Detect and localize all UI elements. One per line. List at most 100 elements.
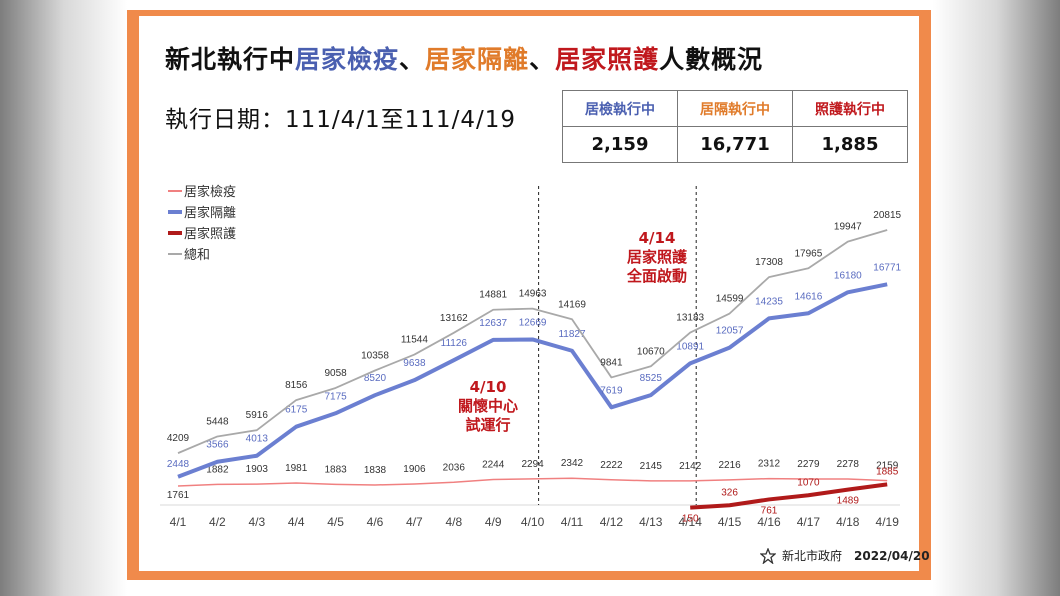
data-label: 2216 — [718, 460, 741, 471]
page-title: 新北執行中居家檢疫、居家隔離、居家照護人數概況 — [165, 40, 763, 76]
data-label: 12669 — [519, 317, 547, 328]
x-tick-label: 4/13 — [639, 515, 663, 529]
data-label: 12057 — [716, 326, 744, 337]
data-label: 2142 — [679, 461, 702, 472]
x-tick-label: 4/14 — [679, 515, 703, 529]
x-tick-label: 4/8 — [445, 515, 462, 529]
title-prefix: 新北執行中 — [165, 45, 296, 74]
x-tick-label: 4/9 — [485, 515, 502, 529]
data-label: 13162 — [440, 313, 468, 324]
data-label: 12637 — [479, 318, 507, 329]
annotation-text: 關懷中心 — [458, 397, 518, 415]
title-quarantine: 居家檢疫 — [295, 45, 400, 74]
org-name: 新北市政府 — [782, 549, 843, 563]
series-line — [177, 229, 888, 454]
data-label: 17308 — [755, 257, 783, 268]
title-separator: 、 — [529, 45, 556, 74]
data-label: 1882 — [206, 464, 229, 475]
title-separator: 、 — [399, 45, 426, 74]
data-label: 9638 — [403, 358, 426, 369]
data-label: 5448 — [206, 416, 229, 427]
annotation-text: 全面啟動 — [626, 267, 687, 285]
data-label: 9058 — [324, 368, 347, 379]
data-label: 20815 — [873, 210, 901, 221]
data-label: 2222 — [600, 460, 623, 471]
data-label: 11544 — [401, 335, 429, 346]
data-label: 14881 — [479, 290, 507, 301]
data-label: 1883 — [324, 464, 347, 475]
x-tick-label: 4/5 — [327, 515, 344, 529]
data-label: 1838 — [364, 465, 387, 476]
annotation-text: 4/10 — [470, 378, 507, 396]
data-label: 11827 — [558, 329, 586, 340]
series-line — [690, 482, 888, 510]
x-tick-label: 4/16 — [757, 515, 781, 529]
annotation-text: 4/14 — [639, 229, 676, 247]
data-label: 8520 — [364, 373, 387, 384]
data-label: 6175 — [285, 405, 308, 416]
data-label: 1981 — [285, 463, 308, 474]
data-label: 13183 — [676, 313, 704, 324]
value-quarantine: 2,159 — [562, 126, 678, 163]
data-label: 10670 — [637, 346, 665, 357]
legend-label: 總和 — [184, 247, 210, 262]
annotation-text: 試運行 — [465, 416, 510, 434]
legend-label: 居家檢疫 — [184, 184, 236, 199]
data-label: 17965 — [794, 248, 822, 259]
data-label: 14963 — [519, 289, 547, 300]
data-label: 2294 — [521, 459, 544, 470]
new-taipei-logo-icon — [760, 547, 776, 564]
data-label: 8525 — [640, 373, 663, 384]
data-label: 3566 — [206, 440, 229, 451]
data-label: 1903 — [246, 464, 269, 475]
data-label: 19947 — [834, 222, 862, 233]
x-tick-label: 4/12 — [600, 515, 624, 529]
annotation-text: 居家照護 — [627, 248, 688, 266]
x-tick-label: 4/18 — [836, 515, 860, 529]
header-care: 照護執行中 — [792, 90, 908, 127]
value-care: 1,885 — [792, 126, 908, 163]
footer: 新北市政府 2022/04/20 — [760, 547, 930, 564]
data-label: 4013 — [246, 434, 269, 445]
data-label: 14169 — [558, 299, 586, 310]
data-label: 14235 — [755, 296, 783, 307]
x-tick-label: 4/6 — [367, 515, 384, 529]
data-label: 1885 — [876, 466, 899, 477]
data-label: 2312 — [758, 459, 781, 470]
data-label: 2279 — [797, 459, 820, 470]
data-label: 16180 — [834, 270, 862, 281]
x-tick-label: 4/2 — [209, 515, 226, 529]
data-label: 1906 — [403, 464, 426, 475]
data-label: 14599 — [716, 294, 744, 305]
data-label: 10358 — [361, 350, 389, 361]
title-isolation: 居家隔離 — [425, 45, 530, 74]
legend-label: 居家照護 — [184, 226, 236, 241]
data-label: 1489 — [837, 496, 860, 507]
title-suffix: 人數概況 — [659, 45, 764, 74]
data-label: 1070 — [797, 477, 820, 488]
data-label: 2244 — [482, 460, 505, 471]
summary-table: 居檢執行中 居隔執行中 照護執行中 2,159 16,771 1,885 — [562, 90, 908, 163]
data-label: 16771 — [873, 262, 901, 273]
footer-date: 2022/04/20 — [854, 548, 930, 563]
header-isolation: 居隔執行中 — [677, 90, 793, 127]
data-label: 1761 — [167, 490, 190, 501]
value-isolation: 16,771 — [677, 126, 793, 163]
data-label: 2145 — [640, 461, 663, 472]
data-label: 2448 — [167, 459, 190, 470]
x-tick-label: 4/11 — [561, 515, 584, 529]
series-line — [177, 477, 888, 487]
data-label: 326 — [721, 487, 738, 498]
x-tick-label: 4/10 — [521, 515, 545, 529]
x-tick-label: 4/1 — [170, 515, 187, 529]
data-label: 2342 — [561, 458, 584, 469]
data-label: 7619 — [600, 385, 623, 396]
data-label: 2036 — [443, 462, 466, 473]
data-label: 5916 — [246, 410, 269, 421]
x-tick-label: 4/7 — [406, 515, 423, 529]
data-label: 14616 — [794, 291, 822, 302]
x-tick-label: 4/17 — [797, 515, 821, 529]
legend-label: 居家隔離 — [184, 205, 236, 220]
data-label: 150 — [682, 514, 699, 525]
